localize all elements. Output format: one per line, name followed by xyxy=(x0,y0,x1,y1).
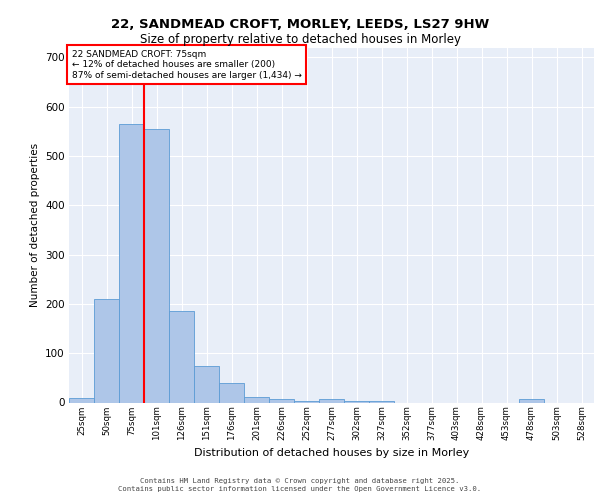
Bar xyxy=(194,366,219,403)
Bar xyxy=(119,124,144,402)
Bar xyxy=(294,400,319,402)
Bar xyxy=(169,312,194,402)
Bar xyxy=(519,398,544,402)
Text: 22 SANDMEAD CROFT: 75sqm
← 12% of detached houses are smaller (200)
87% of semi-: 22 SANDMEAD CROFT: 75sqm ← 12% of detach… xyxy=(71,50,301,80)
Bar xyxy=(219,383,244,402)
X-axis label: Distribution of detached houses by size in Morley: Distribution of detached houses by size … xyxy=(194,448,469,458)
Bar xyxy=(69,398,94,402)
Bar xyxy=(319,398,344,402)
Bar xyxy=(369,400,394,402)
Bar xyxy=(269,398,294,402)
Bar xyxy=(244,396,269,402)
Bar xyxy=(344,400,369,402)
Text: Size of property relative to detached houses in Morley: Size of property relative to detached ho… xyxy=(139,32,461,46)
Y-axis label: Number of detached properties: Number of detached properties xyxy=(29,143,40,307)
Bar xyxy=(144,129,169,402)
Text: Contains HM Land Registry data © Crown copyright and database right 2025.
Contai: Contains HM Land Registry data © Crown c… xyxy=(118,478,482,492)
Text: 22, SANDMEAD CROFT, MORLEY, LEEDS, LS27 9HW: 22, SANDMEAD CROFT, MORLEY, LEEDS, LS27 … xyxy=(111,18,489,30)
Bar xyxy=(94,299,119,403)
